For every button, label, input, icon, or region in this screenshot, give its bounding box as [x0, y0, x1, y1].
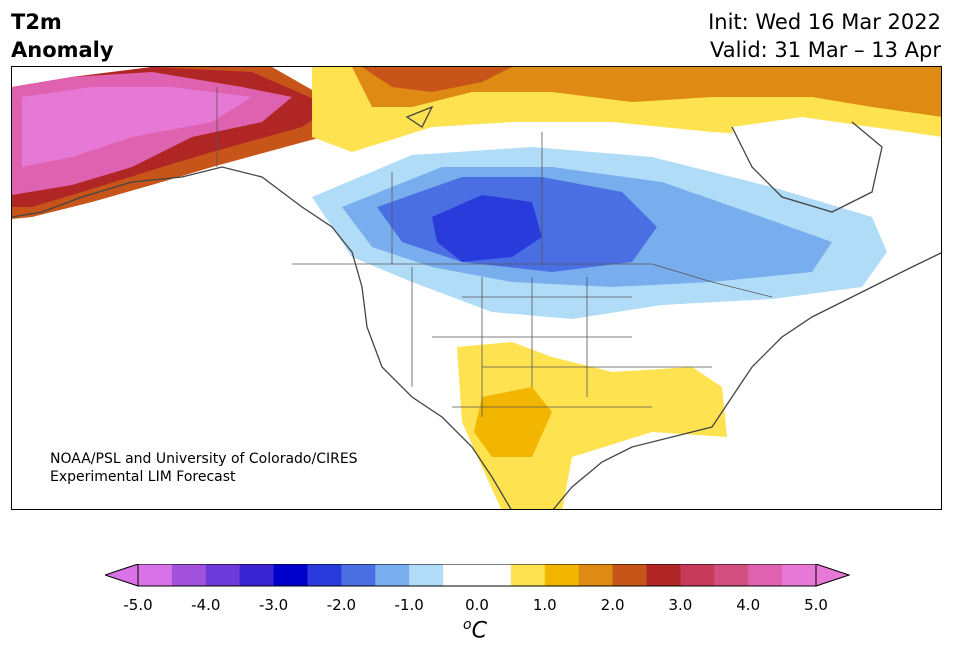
colorbar-cell: [443, 564, 478, 586]
borders: [216, 87, 773, 417]
colorbar-cell: [748, 564, 783, 586]
coastlines: [12, 105, 941, 509]
southwest-warm-core: [474, 387, 552, 457]
colorbar-cell: [273, 564, 308, 586]
colorbar: [105, 564, 850, 587]
colorbar-ticks: -5.0 -4.0 -3.0 -2.0 -1.0 0.0 1.0 2.0 3.0 4.0 5.0: [0, 596, 953, 616]
colorbar-tick-label: -5.0: [123, 596, 153, 614]
forecast-dates: Init: Wed 16 Mar 2022 Valid: 31 Mar – 13…: [708, 8, 941, 64]
canada-cold-core: [432, 195, 542, 262]
title-line-2: Anomaly: [11, 38, 114, 62]
colorbar-cell: [138, 564, 173, 586]
valid-range: Valid: 31 Mar – 13 Apr: [710, 38, 941, 62]
colorbar-cells: [138, 564, 817, 586]
colorbar-cell: [477, 564, 512, 586]
colorbar-outline: [137, 564, 817, 587]
alaska-warmest-core: [22, 87, 252, 167]
unit-label: oC: [463, 617, 487, 643]
colorbar-tick-label: -4.0: [191, 596, 221, 614]
colorbar-cell: [680, 564, 715, 586]
anomaly-map: NOAA/PSL and University of Colorado/CIRE…: [11, 66, 942, 510]
credit-line-2: Experimental LIM Forecast: [50, 469, 236, 485]
credit-line-1: NOAA/PSL and University of Colorado/CIRE…: [50, 451, 358, 467]
colorbar-tick-label: 5.0: [804, 596, 828, 614]
colorbar-cell: [171, 564, 207, 586]
colorbar-tick-label: -1.0: [394, 596, 424, 614]
colorbar-tick-label: 0.0: [465, 596, 489, 614]
north-canada-orange: [352, 67, 941, 117]
colorbar-cell: [409, 564, 444, 586]
colorbar-cell: [714, 564, 749, 586]
map-title: T2m Anomaly: [11, 8, 114, 64]
colorbar-extend-high: [815, 564, 850, 587]
north-canada-red: [362, 67, 512, 92]
colorbar-tick-label: 3.0: [668, 596, 693, 614]
unit-letter: C: [471, 618, 487, 644]
unit-degree: o: [463, 617, 472, 633]
colorbar-tick-label: -2.0: [326, 596, 357, 614]
credit-text: NOAA/PSL and University of Colorado/CIRE…: [50, 450, 358, 486]
colorbar-cell: [307, 564, 342, 586]
colorbar-cell: [375, 564, 410, 586]
southwest-warm-region: [457, 342, 727, 509]
colorbar-cell: [510, 564, 546, 586]
init-date: Init: Wed 16 Mar 2022: [708, 10, 941, 34]
colorbar-cell: [239, 564, 275, 586]
colorbar-tick-label: 2.0: [600, 596, 625, 614]
colorbar-cell: [578, 564, 614, 586]
colorbar-tick-label: -3.0: [258, 596, 289, 614]
colorbar-cell: [544, 564, 580, 586]
colorbar-cell: [341, 564, 376, 586]
colorbar-cell: [646, 564, 681, 586]
title-line-1: T2m: [11, 10, 62, 34]
colorbar-cell: [205, 564, 241, 586]
colorbar-cell: [782, 564, 817, 586]
colorbar-cell: [612, 564, 647, 586]
colorbar-tick-label: 1.0: [532, 596, 557, 614]
colorbar-extend-low: [105, 564, 139, 587]
colorbar-tick-label: 4.0: [736, 596, 761, 614]
map-graphic: [12, 67, 941, 509]
